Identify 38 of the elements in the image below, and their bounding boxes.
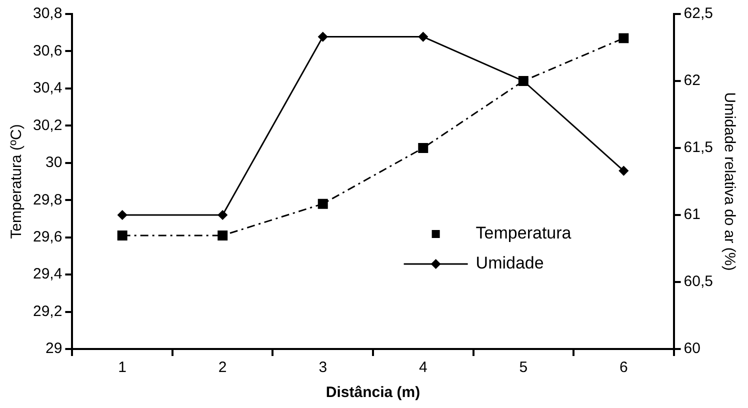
y2-tick-label: 61 <box>684 206 700 224</box>
x-axis-title: Distância (m) <box>326 384 420 402</box>
y2-tick-label: 62,5 <box>684 5 714 22</box>
point <box>318 198 328 209</box>
point <box>518 76 528 86</box>
y2-tick-label: 62 <box>684 72 700 90</box>
point <box>218 230 228 240</box>
point <box>318 32 328 42</box>
y-tick-label: 29,4 <box>32 266 62 283</box>
x-tick-label: 4 <box>418 359 428 376</box>
point <box>218 210 228 220</box>
point <box>118 210 128 220</box>
y-tick-label: 30 <box>46 154 62 172</box>
y-tick-label: 30,8 <box>32 5 62 22</box>
y2-tick-label: 61,5 <box>684 139 714 156</box>
y-tick-label: 30,2 <box>32 116 62 134</box>
x-tick-label: 2 <box>218 359 227 376</box>
point <box>618 166 628 176</box>
y-tick-label: 29,2 <box>32 302 62 320</box>
y-tick-label: 29,6 <box>32 228 62 246</box>
y-tick-label: 29 <box>46 340 62 358</box>
y-tick-label: 30,6 <box>32 42 62 60</box>
legend-label: Temperatura <box>476 224 572 243</box>
point <box>418 143 428 153</box>
x-tick-label: 1 <box>118 359 126 376</box>
point <box>618 33 629 44</box>
point <box>418 32 428 42</box>
y2-tick-label: 60 <box>684 340 700 358</box>
y-tick-label: 29,8 <box>32 191 62 208</box>
legend-label: Umidade <box>476 254 544 273</box>
x-tick-label: 3 <box>318 359 328 376</box>
x-tick-label: 6 <box>620 359 628 376</box>
y2-tick-label: 60,5 <box>684 273 714 290</box>
y-axis-title: Temperatura (ºC) <box>8 124 26 239</box>
y-tick-label: 30,4 <box>32 80 62 97</box>
point <box>117 230 128 240</box>
x-tick-label: 5 <box>519 359 528 376</box>
y2-axis-title: Umidade relativa do ar (%) <box>720 92 738 271</box>
